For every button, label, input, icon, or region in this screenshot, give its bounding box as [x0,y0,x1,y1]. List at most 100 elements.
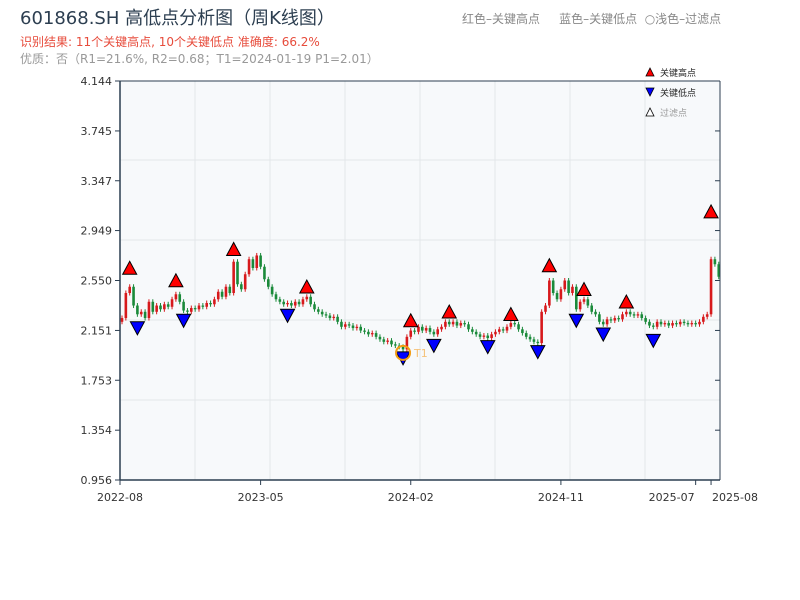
candle-body [263,266,266,280]
candle-body [344,324,347,327]
color-legend-text: 红色–关键高点 蓝色–关键低点 ○浅色–过滤点 [462,12,722,26]
key-high-marker [298,278,315,294]
candle-body [155,305,158,312]
candle-body [705,314,709,317]
quality-summary: 优质：否（R1=21.6%, R2=0.68；T1=2024-01-19 P1=… [20,52,379,66]
candle-body [444,321,447,327]
candle-body [186,310,189,312]
candle-body [197,305,201,310]
y-tick-label: 2.949 [81,225,113,238]
x-tick-label: 2025-08 [712,491,758,504]
y-tick-label: 0.956 [81,474,113,487]
legend-label: 过滤点 [660,107,687,119]
candle-body [259,255,262,267]
axes: 0.956 1.354 1.753 2.151 2.550 2.949 3.347 3.745… [81,75,759,504]
candle-body [320,311,324,315]
key-high-marker [168,272,184,288]
candle-body [367,331,370,335]
candle-body [240,284,243,290]
candle-body [621,314,624,320]
candle-body [209,303,212,305]
candle-body [324,314,328,316]
candle-body [690,323,694,325]
key-high-marker [121,260,138,275]
candle-body [401,346,405,350]
grid [120,81,720,480]
candle-body [551,280,555,294]
chart-title: 601868.SH 高低点分析图（周K线图） [20,8,335,29]
key-high-marker [576,281,592,297]
candle-body [267,279,270,287]
key-low-marker [175,313,192,329]
candle-body [136,305,139,315]
candle-body [675,323,678,325]
candle-body [374,333,378,337]
candle-body [182,301,185,311]
key-low-marker [426,338,442,354]
candle-body [290,303,293,306]
candle-body [224,286,228,297]
candle-body [501,329,505,331]
candle-body [340,321,343,327]
candle-body [678,321,682,325]
candle-body [490,334,493,339]
candle-body [394,344,397,346]
candle-body [605,319,609,325]
candle-body [305,296,309,300]
candle-body [220,291,224,297]
candle-body [598,314,601,322]
candle-body [170,299,174,307]
markers: T1 [121,203,719,366]
candle-body [286,303,289,305]
candle-body [540,311,543,344]
candle-body [498,329,501,332]
candle-body [147,301,151,319]
candle-body [482,335,486,337]
candle-body [694,323,697,325]
candle-body [509,323,513,327]
candle-body [455,321,459,326]
candle-body [270,286,274,295]
candle-body [632,314,636,316]
candle-body [317,309,320,312]
key-high-marker [541,257,558,273]
candle-body [625,311,628,315]
candle-body [463,323,466,325]
candle-body [436,329,439,335]
candle-body [652,325,655,327]
candle-body [355,326,359,329]
candle-body [671,323,674,326]
candle-body [521,329,524,334]
candle-body [213,299,216,305]
candle-body [232,261,235,294]
candle-body [686,323,690,325]
y-tick-label: 2.550 [81,275,113,288]
key-high-marker [618,293,635,309]
candle-body [251,259,255,268]
key-low-marker [479,340,496,355]
candle-body [505,326,509,331]
candle-body [301,299,305,305]
key-low-marker [595,327,612,343]
y-tick-label: 3.745 [81,125,113,138]
candle-body [351,325,355,329]
y-tick-label: 3.347 [81,175,113,188]
candle-body [494,331,497,335]
candle-body [613,318,617,321]
candle-body [555,293,559,300]
candle-body [528,336,532,340]
candle-body [532,339,536,342]
candle-body [586,299,590,306]
candle-body [247,259,251,275]
candle-body [128,286,131,294]
candle-body [644,318,647,322]
candle-body [655,321,659,327]
candle-body [617,318,620,320]
legend-marker-triangle-down [645,87,655,97]
candle-body [663,323,667,325]
candle-body [471,329,474,332]
x-tick-label: 2022-08 [97,491,143,504]
candle-body [370,333,374,335]
y-tick-label: 1.354 [81,424,113,437]
t1-label: T1 [413,347,428,360]
